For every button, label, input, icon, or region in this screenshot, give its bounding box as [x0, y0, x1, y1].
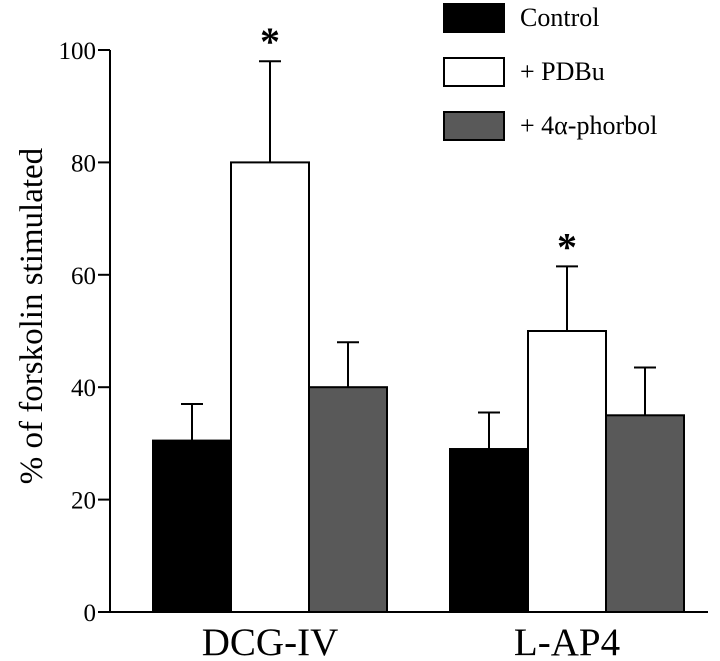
error-bars — [181, 60, 656, 450]
bar-l-ap4-series-1 — [527, 330, 607, 613]
legend-label: + PDBu — [520, 57, 605, 86]
y-tick-label: 80 — [71, 150, 96, 177]
legend-swatch — [443, 111, 505, 141]
legend-label: + 4α-phorbol — [520, 111, 657, 140]
legend-label: Control — [520, 3, 599, 32]
y-tick-label: 20 — [71, 488, 96, 515]
bar-dcg-iv-series-0 — [152, 439, 232, 613]
y-tick-label: 40 — [71, 375, 96, 402]
legend-swatch — [443, 57, 505, 87]
bar-dcg-iv-series-2 — [308, 386, 388, 614]
significance-asterisk: * — [557, 224, 577, 269]
legend-swatch — [443, 3, 505, 33]
y-tick-label: 0 — [84, 600, 97, 627]
significance-asterisk: * — [260, 19, 280, 64]
y-tick-label: 100 — [59, 38, 97, 65]
y-tick-label: 60 — [71, 263, 96, 290]
legend: Control + PDBu + 4α-phorbol — [443, 3, 657, 141]
x-category-label: L-AP4 — [514, 621, 620, 661]
bar-l-ap4-series-0 — [449, 448, 529, 613]
x-category-label: DCG-IV — [202, 621, 338, 661]
bar-dcg-iv-series-1 — [230, 161, 310, 613]
y-axis-label: % of forskolin stimulated — [14, 147, 50, 484]
labels: 0 20 40 60 80 100 DCG-IV L-AP4 * * — [59, 19, 621, 661]
bars — [152, 161, 685, 614]
bar-l-ap4-series-2 — [605, 414, 685, 613]
